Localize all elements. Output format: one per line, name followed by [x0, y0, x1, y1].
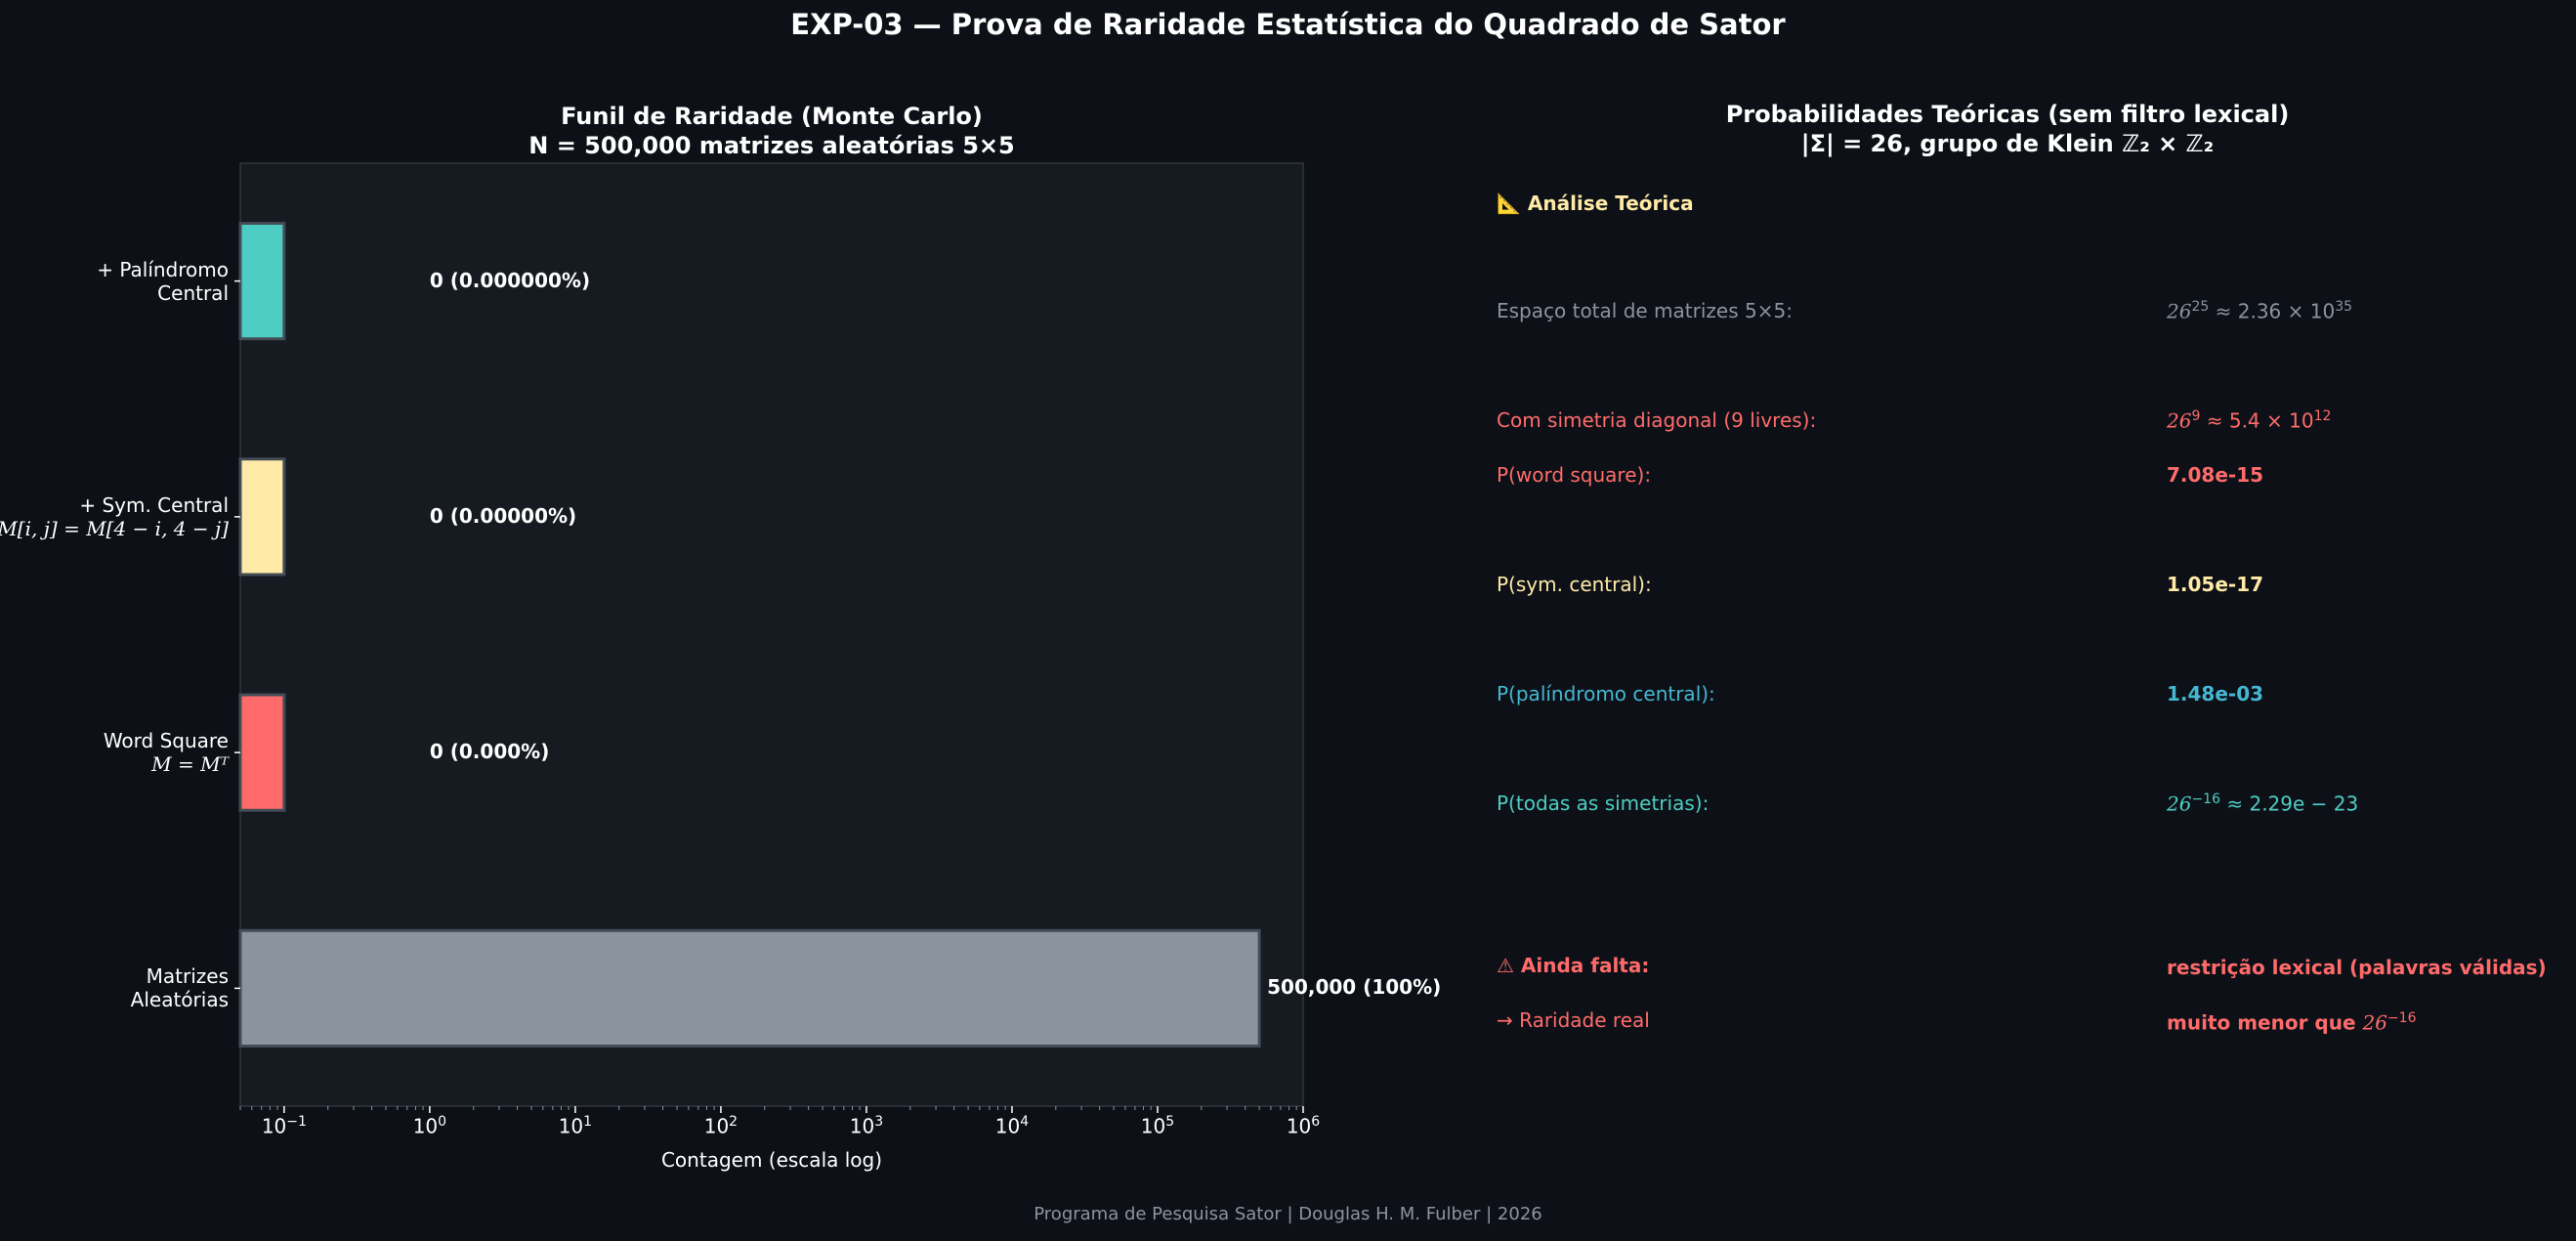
theory-row-label: P(word square): — [1497, 463, 1652, 487]
x-tick-label: 100 — [412, 1114, 447, 1138]
real-rarity-value: muito menor que 26−16 — [2167, 1010, 2417, 1035]
funnel-chart-title: Funil de Raridade (Monte Carlo) N = 500,… — [240, 102, 1303, 160]
x-tick-label: 106 — [1286, 1114, 1321, 1138]
funnel-title-line2: N = 500,000 matrizes aleatórias 5×5 — [528, 132, 1015, 159]
theory-panel-title: Probabilidades Teóricas (sem filtro lexi… — [1465, 100, 2550, 158]
funnel-title-line1: Funil de Raridade (Monte Carlo) — [561, 103, 983, 130]
x-tick-label: 101 — [558, 1114, 593, 1138]
x-tick-label: 103 — [849, 1114, 884, 1138]
x-tick-label: 105 — [1140, 1114, 1175, 1138]
category-label-matrizes-aleatorias: Matrizes Aleatórias — [130, 964, 229, 1012]
footer-credit: Programa de Pesquisa Sator | Douglas H. … — [1034, 1204, 1542, 1224]
real-rarity-label: → Raridade real — [1497, 1008, 1650, 1032]
theory-title-line1: Probabilidades Teóricas (sem filtro lexi… — [1725, 101, 2290, 128]
theory-row-value: 7.08e-15 — [2167, 463, 2264, 487]
bar-value-label-word-square: 0 (0.000%) — [429, 740, 550, 764]
x-tick-label: 10−1 — [261, 1114, 307, 1138]
theory-title-line2: |Σ| = 26, grupo de Klein ℤ₂ × ℤ₂ — [1800, 130, 2215, 157]
theory-section-header: 📐 Análise Teórica — [1497, 192, 1694, 215]
bar-palindromo — [238, 222, 286, 341]
missing-header: ⚠ Ainda falta: — [1497, 954, 1650, 977]
bars-group — [238, 222, 1261, 1048]
theory-row-label: Espaço total de matrizes 5×5: — [1497, 299, 1793, 322]
theory-row-value: 1.48e-03 — [2167, 682, 2264, 706]
x-axis-label: Contagem (escala log) — [660, 1148, 883, 1172]
theory-row-value: 26−16 ≈ 2.29e − 23 — [2167, 792, 2359, 816]
bar-value-label-palindromo: 0 (0.000000%) — [429, 268, 591, 292]
theory-row-label: P(sym. central): — [1497, 573, 1652, 596]
theory-row-label: P(palíndromo central): — [1497, 682, 1715, 706]
bar-sym-central — [238, 457, 286, 577]
x-tick-label: 102 — [703, 1114, 739, 1138]
theory-row-value: 2625 ≈ 2.36 × 1035 — [2167, 299, 2353, 323]
category-label-palindromo: + Palíndromo Central — [97, 257, 229, 305]
category-label-sym-central: + Sym. Central M[i, j] = M[4 − i, 4 − j] — [0, 492, 229, 540]
x-tick-label: 104 — [994, 1114, 1030, 1138]
theory-row-value: 1.05e-17 — [2167, 573, 2264, 596]
bar-word-square — [238, 693, 286, 812]
bar-value-label-sym-central: 0 (0.00000%) — [429, 503, 577, 528]
y-ticks-group — [234, 279, 240, 990]
bar-aleatorias — [238, 928, 1261, 1048]
theory-row-label: P(todas as simetrias): — [1497, 792, 1710, 815]
figure-title: EXP-03 — Prova de Raridade Estatística d… — [790, 8, 1786, 41]
theory-row-value: 269 ≈ 5.4 × 1012 — [2167, 408, 2332, 433]
bar-value-label-aleatorias: 500,000 (100%) — [1267, 975, 1442, 1000]
category-label-word-square: Word Square M = Mᵀ — [103, 729, 229, 777]
x-ticks-group — [239, 1106, 1304, 1113]
missing-value: restrição lexical (palavras válidas) — [2167, 956, 2547, 979]
theory-row-label: Com simetria diagonal (9 livres): — [1497, 408, 1817, 432]
